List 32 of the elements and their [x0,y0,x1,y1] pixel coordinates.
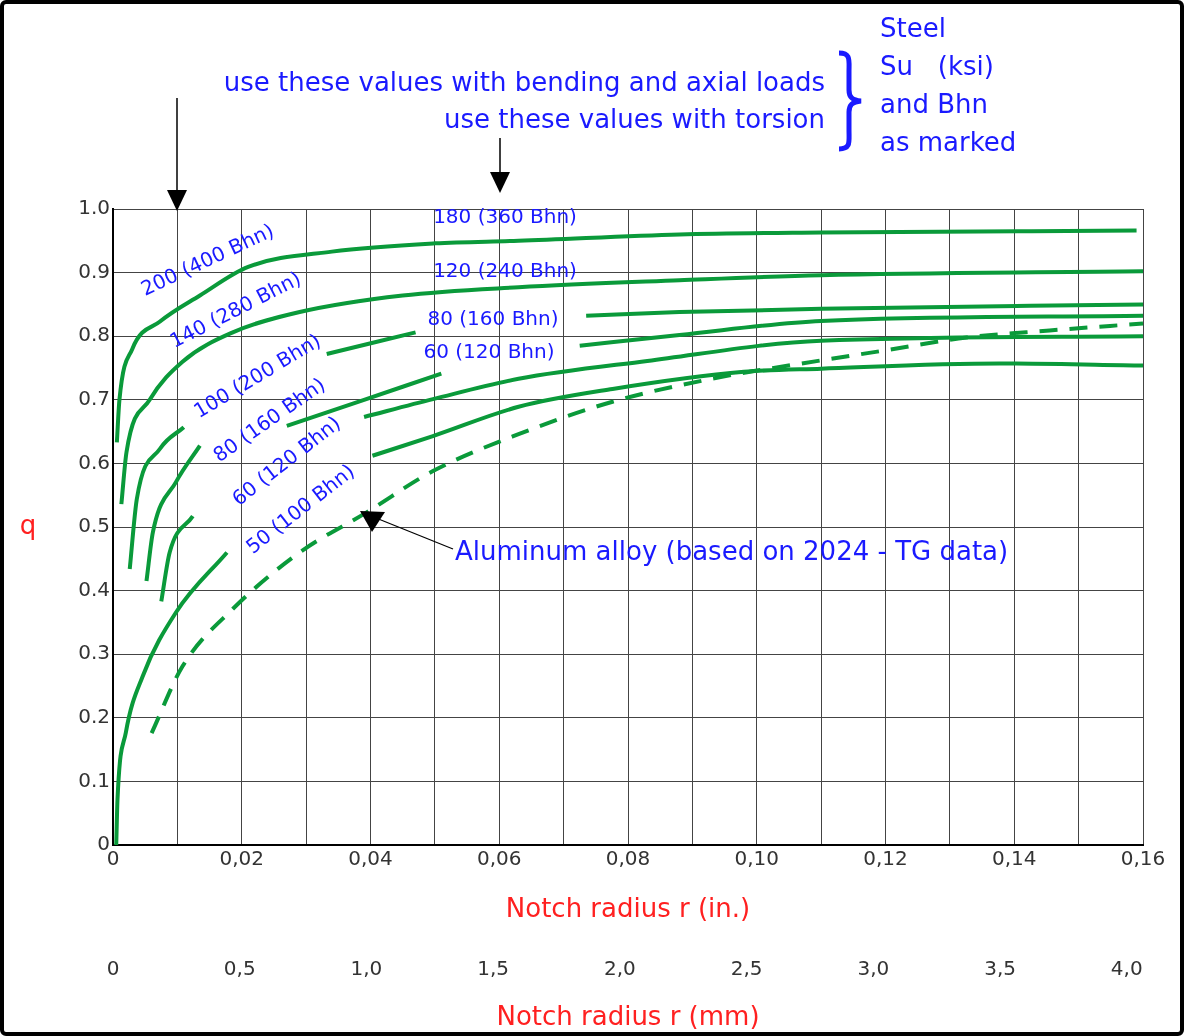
x-tick-label: 0,08 [605,846,651,871]
text: Steel Su (ksi) and Bhn as marked [880,12,1017,157]
x-tick-label: 0,06 [476,846,522,871]
y-tick-label: 0.7 [78,386,110,410]
x-tick-label: 0,04 [348,846,393,871]
x-tick-label: 0,10 [734,846,780,871]
x2-tick-label: 4,0 [1110,956,1143,981]
y-tick-label: 0.8 [78,322,110,347]
y-tick-label: 0.1 [78,767,110,792]
text: use these values with torsion [444,103,825,134]
x-tick-label: 0,02 [219,846,265,871]
y-tick-label: 1.0 [78,195,110,220]
y-tick-label: 0.6 [78,449,110,474]
x2-tick-label: 3,0 [857,956,890,981]
x2-tick-label: 1,0 [350,956,383,981]
x2-tick-label: 2,5 [730,956,763,981]
y-axis-title: q [19,509,37,540]
y-tick-label: 0.2 [78,704,110,728]
y-tick-label: 0.9 [78,258,110,283]
x2-tick-label: 3,5 [984,956,1016,981]
x2-tick-label: 0,5 [223,956,256,981]
x2-tick-label: 2,0 [603,956,636,981]
x-tick-label: 0,16 [1120,846,1166,871]
y-tick-label: 0.3 [78,640,110,665]
y-tick-label: 0.4 [78,576,110,601]
y-tick-label: 0.5 [78,513,110,538]
x-tick-label: 0,14 [991,846,1037,871]
text: use these values with bending and axial loads [223,66,825,97]
x-axis-title: Notch radius r (in.) [505,892,751,923]
x2-axis-title: Notch radius r (mm) [496,1000,760,1031]
x2-tick-label: 1,5 [477,956,510,981]
x-tick-label: 0,12 [863,846,908,871]
